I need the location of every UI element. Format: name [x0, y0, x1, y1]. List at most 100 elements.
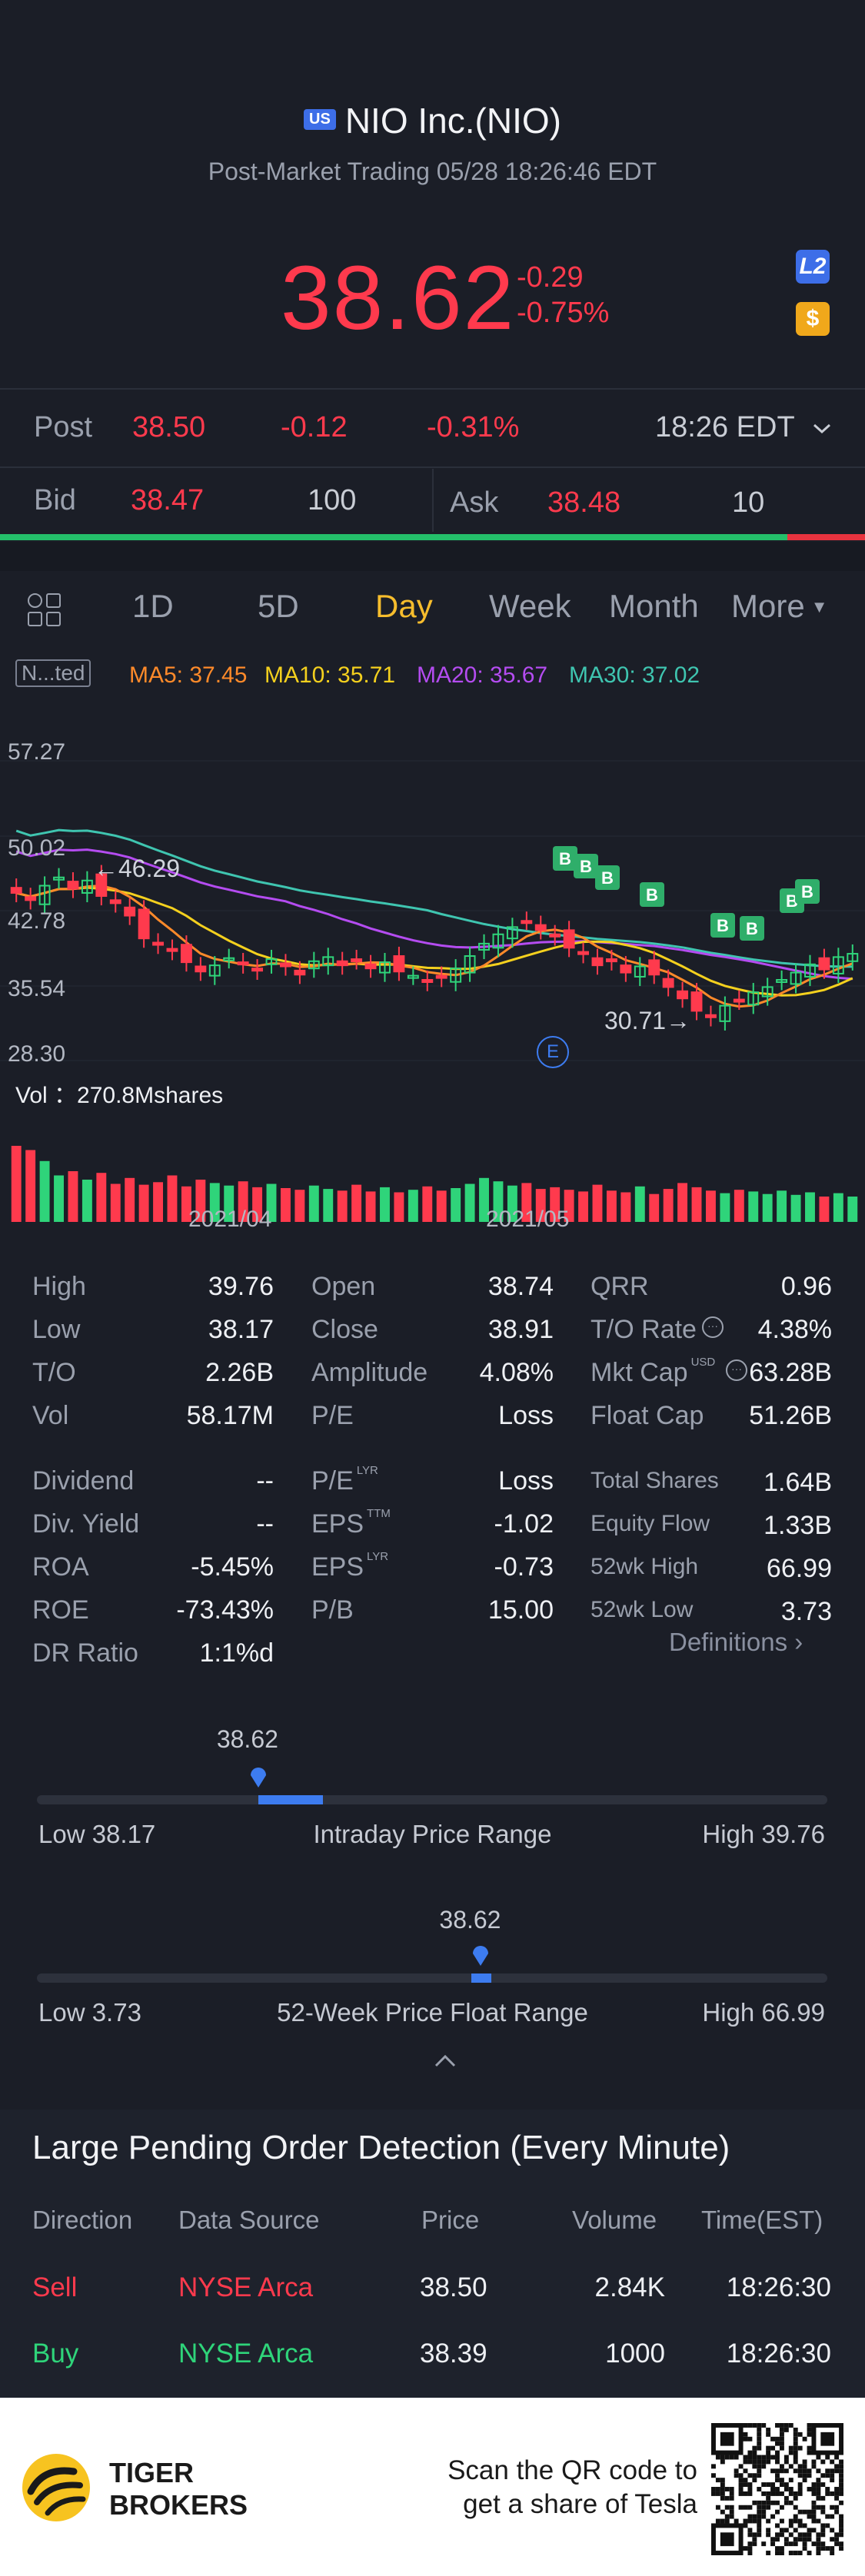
- candle-body: [677, 990, 689, 1000]
- tab-more[interactable]: More ▼: [731, 588, 827, 625]
- chart-layout-icon[interactable]: [28, 593, 62, 627]
- brand-line2: BROKERS: [109, 2489, 248, 2521]
- candle-body: [435, 974, 447, 979]
- stat-label: Div. Yield: [32, 1509, 139, 1539]
- candle-body: [25, 896, 37, 901]
- week52-range-track: [37, 1973, 827, 1983]
- stat-value: 15.00: [487, 1595, 554, 1625]
- x-tick: 2021/05: [486, 1207, 570, 1232]
- col-price: Price: [421, 2206, 480, 2234]
- buy-signal-marker[interactable]: [795, 879, 820, 904]
- qr-code-icon[interactable]: [711, 2423, 843, 2555]
- ask-label: Ask: [450, 486, 499, 519]
- candle-body: [832, 956, 844, 974]
- candle-body: [308, 960, 320, 970]
- volume-bar: [790, 1194, 801, 1222]
- volume-bar: [25, 1150, 36, 1222]
- definitions-link[interactable]: Definitions ›: [669, 1628, 803, 1657]
- volume-bar: [82, 1180, 92, 1222]
- stat-value: 39.76: [208, 1272, 274, 1301]
- candle-body: [393, 955, 405, 973]
- volume-bar: [138, 1184, 149, 1222]
- volume-bar: [294, 1190, 305, 1222]
- buy-signal-marker[interactable]: [574, 854, 598, 878]
- tab-month[interactable]: Month: [609, 588, 699, 624]
- stat-label: Equity Flow: [591, 1511, 710, 1537]
- stat-value: 4.38%: [757, 1315, 832, 1344]
- candle-body: [195, 965, 207, 973]
- volume-bar: [125, 1177, 135, 1222]
- stat-value: 63.28B: [749, 1358, 832, 1387]
- info-icon[interactable]: ···: [726, 1359, 747, 1381]
- stat-superscript: LYR: [367, 1549, 389, 1563]
- earnings-event-icon[interactable]: E: [537, 1036, 569, 1068]
- candle-body: [719, 1004, 731, 1022]
- buy-signal-marker[interactable]: [640, 882, 664, 907]
- candle-body: [208, 964, 221, 977]
- x-tick: 2021/04: [188, 1207, 272, 1232]
- volume-bar: [507, 1185, 517, 1222]
- tiger-logo-icon: [22, 2454, 90, 2521]
- post-change-percent: -0.31%: [427, 411, 520, 443]
- post-time-selector[interactable]: 18:26 EDT: [655, 411, 833, 444]
- buy-signal-label: B: [801, 882, 813, 901]
- ask-size: 10: [732, 486, 765, 519]
- level2-icon[interactable]: L2: [796, 250, 830, 284]
- stat-label: 52wk Low: [591, 1597, 693, 1623]
- tab-week[interactable]: Week: [489, 588, 571, 624]
- promo-line1: Scan the QR code to: [447, 2455, 697, 2485]
- volume-bar: [493, 1181, 504, 1222]
- collapse-chevron-up-icon[interactable]: [433, 2050, 464, 2069]
- volume-bar: [705, 1190, 716, 1222]
- buy-signal-marker[interactable]: [595, 865, 620, 890]
- divider: [0, 388, 865, 390]
- tab-day[interactable]: Day: [375, 588, 433, 624]
- week52-high: High 66.99: [702, 1998, 825, 2027]
- stat-label-text: Amplitude: [311, 1358, 428, 1387]
- order-price: 38.39: [420, 2339, 487, 2369]
- stat-value: -73.43%: [176, 1595, 274, 1625]
- tab-5d[interactable]: 5D: [258, 588, 299, 624]
- buy-signal-marker[interactable]: [740, 916, 764, 941]
- stat-label-text: EPS: [311, 1552, 364, 1582]
- info-icon[interactable]: ···: [702, 1316, 724, 1338]
- stat-label: P/E: [311, 1401, 354, 1431]
- candle-body: [634, 965, 646, 978]
- candle-body: [605, 958, 617, 963]
- stat-label-text: T/O: [32, 1358, 76, 1387]
- tab-more-label: More: [731, 588, 805, 624]
- promo-text: Scan the QR code to get a share of Tesla: [447, 2454, 697, 2521]
- stat-value: 66.99: [766, 1554, 832, 1583]
- stat-value: 0.96: [780, 1272, 832, 1301]
- dollar-icon[interactable]: $: [796, 302, 830, 336]
- volume-bar: [592, 1184, 603, 1222]
- chevron-down-icon: [813, 423, 830, 434]
- stat-label-text: Vol: [32, 1401, 69, 1430]
- volume-bar: [564, 1190, 574, 1222]
- stat-label: Low: [32, 1315, 80, 1345]
- bid-label: Bid: [34, 484, 76, 516]
- stat-label: P/E LYR: [311, 1464, 378, 1496]
- buy-signal-marker[interactable]: [553, 846, 577, 871]
- candle-body: [747, 991, 760, 1006]
- volume-bar: [550, 1187, 561, 1222]
- stat-label-text: 52wk Low: [591, 1597, 694, 1622]
- tab-1d[interactable]: 1D: [132, 588, 174, 624]
- buy-signal-marker[interactable]: [710, 913, 735, 938]
- candle-body: [620, 964, 632, 974]
- col-direction: Direction: [32, 2206, 133, 2234]
- volume-bar: [734, 1190, 744, 1222]
- stat-label: T/O Rate: [591, 1315, 697, 1345]
- divider: [0, 466, 865, 468]
- volume-bar: [39, 1160, 50, 1222]
- stat-label-text: Total Shares: [591, 1468, 719, 1493]
- buy-signal-label: B: [601, 868, 614, 888]
- us-market-badge: US: [304, 109, 336, 131]
- volume-bar: [634, 1186, 645, 1222]
- volume-bar: [720, 1193, 730, 1222]
- volume-bar: [451, 1188, 461, 1222]
- indicator-selector[interactable]: N...ted: [15, 659, 91, 687]
- caret-down-icon: ▼: [810, 597, 828, 616]
- volume-bar: [365, 1191, 376, 1222]
